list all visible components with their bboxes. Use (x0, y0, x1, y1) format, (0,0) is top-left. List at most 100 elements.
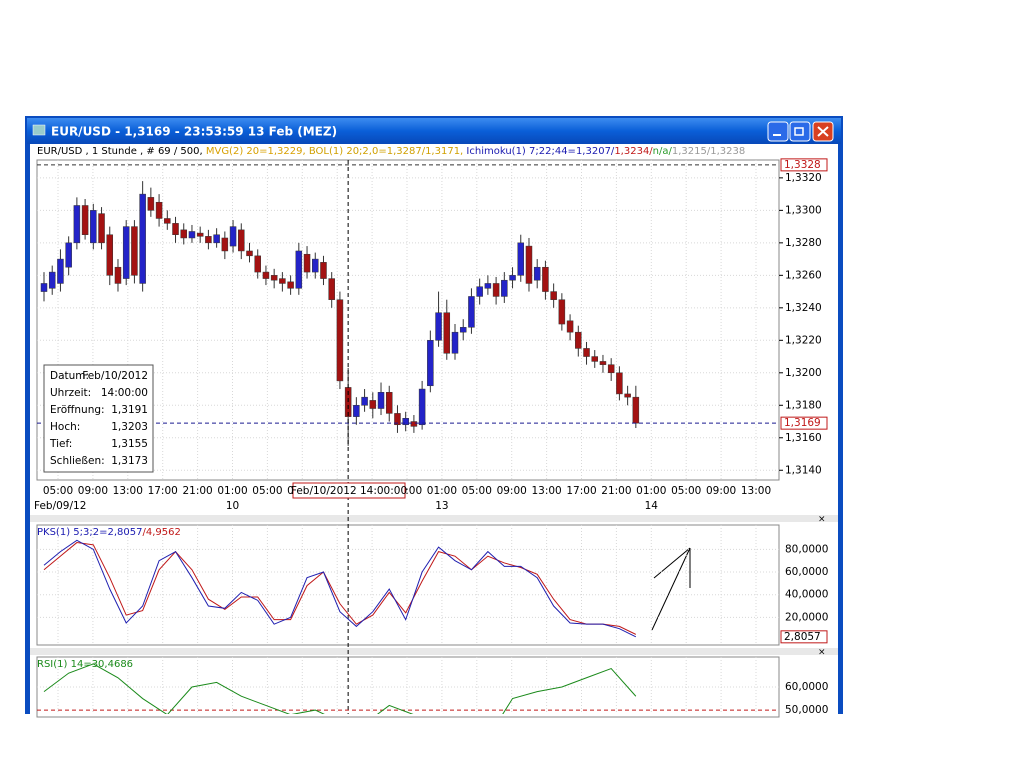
candle-body (566, 320, 574, 333)
time-label: 09:00 (497, 485, 527, 497)
candle-body (484, 283, 492, 289)
y-tick-label: 1,3280 (785, 237, 822, 249)
candle-body (172, 223, 179, 235)
pks-title-main: PKS(1) 5;3;2=2,8057 (37, 527, 142, 538)
y-tick-label: 1,3220 (785, 334, 822, 346)
candle-body (320, 262, 327, 279)
candle-body (131, 226, 138, 276)
candle-body (81, 205, 89, 235)
tooltip-key: Datum: (50, 370, 89, 382)
tooltip-value: 14:00:00 (101, 387, 148, 399)
candle-body (533, 266, 541, 281)
candle-body (246, 250, 253, 257)
time-label: 01:00 (427, 485, 457, 497)
time-label: 05:00 (252, 485, 282, 497)
y-tick-label: 1,3260 (785, 269, 822, 281)
candle-body (229, 226, 237, 247)
time-label: 13:00 (531, 485, 561, 497)
candle-body (361, 396, 368, 406)
value-marker-label: 2,8057 (784, 631, 821, 643)
rsi-title: RSI(1) 14=30,4686 (37, 659, 133, 670)
value-marker (780, 630, 828, 644)
time-label: 17:00 (148, 485, 178, 497)
candle-body (90, 210, 97, 244)
candle-body (106, 234, 114, 276)
candle-body (517, 242, 525, 276)
candle-body (164, 218, 171, 224)
restore-button[interactable] (789, 121, 811, 142)
y-tick-label: 1,3240 (785, 302, 822, 314)
candle-body (394, 413, 401, 426)
candle-body (213, 234, 220, 244)
ichimoku-red: 1,3234/ (614, 146, 653, 157)
time-label: 01:00 (636, 485, 666, 497)
candle-body (402, 418, 409, 426)
ichimoku: Ichimoku(1) 7;22;44=1,3207/ (466, 146, 615, 157)
candle-body (73, 205, 81, 244)
mvg: MVG(2) 20=1,3229, (206, 146, 309, 157)
time-label: 05:00 (671, 485, 701, 497)
candle-body (147, 197, 155, 211)
candle-body (385, 392, 393, 414)
y-tick-label: 50,0000 (785, 704, 828, 716)
time-label: 21:00 (182, 485, 212, 497)
candle-body (575, 331, 582, 349)
candle-body (295, 250, 303, 289)
time-label: 13:00 (113, 485, 143, 497)
tooltip-value: Feb/10/2012 (82, 370, 148, 382)
candle-body (616, 372, 623, 395)
y-tick-label: 60,0000 (785, 566, 828, 578)
close-icon (817, 126, 829, 137)
candle-body (188, 231, 196, 239)
candle-body (353, 405, 360, 417)
candle-body (443, 312, 451, 354)
candle-body (122, 226, 130, 279)
candles (40, 181, 640, 446)
candle-body (98, 213, 105, 244)
candle-body (624, 393, 631, 398)
window-title: EUR/USD - 1,3169 - 23:53:59 13 Feb (MEZ) (51, 125, 337, 139)
candle-body (238, 229, 245, 252)
candle-body (57, 258, 64, 284)
date-label: 14 (645, 500, 659, 512)
panel-close[interactable]: × (818, 648, 826, 658)
panel-splitter[interactable] (30, 648, 838, 655)
candle-body (336, 299, 344, 382)
time-label: 17:00 (566, 485, 596, 497)
candle-body (205, 236, 212, 244)
candle-body (599, 361, 607, 365)
tooltip-value: 1,3203 (111, 421, 148, 433)
candle-body (369, 400, 377, 409)
bol: BOL(1) 20;2,0=1,3287/1,3171, (309, 146, 467, 157)
app-icon (32, 124, 46, 136)
y-tick-label: 40,0000 (785, 589, 828, 601)
price-marker (780, 416, 828, 430)
tooltip-value: 1,3173 (111, 455, 148, 467)
pks-title: PKS(1) 5;3;2=2,8057/4,9562 (37, 527, 181, 538)
candle-body (114, 266, 122, 284)
panel-splitter[interactable] (30, 515, 838, 522)
candle-body (65, 242, 72, 268)
panel-close[interactable]: × (818, 515, 826, 525)
tooltip: Datum:Feb/10/2012 Uhrzeit: 14:00:00 Eröffnu… (43, 364, 154, 473)
date-label: 13 (435, 500, 448, 512)
candle-body (558, 299, 566, 325)
tooltip-key: Schließen: (50, 455, 105, 467)
time-label: 13:00 (741, 485, 771, 497)
candle-body (492, 283, 500, 297)
title-bar (27, 118, 841, 144)
minimize-button[interactable] (767, 121, 789, 142)
y-tick-label: 1,3140 (785, 464, 822, 476)
tooltip-value: 1,3155 (111, 438, 148, 450)
candle-body (607, 364, 615, 374)
time-label: 09:00 (78, 485, 108, 497)
candle-body (632, 396, 640, 424)
candle-body (542, 266, 549, 292)
y-tick-label: 1,3320 (785, 172, 822, 184)
candle-body (476, 286, 483, 297)
date-label: 10 (226, 500, 239, 512)
candle-body (550, 291, 557, 300)
candle-body (262, 271, 270, 279)
